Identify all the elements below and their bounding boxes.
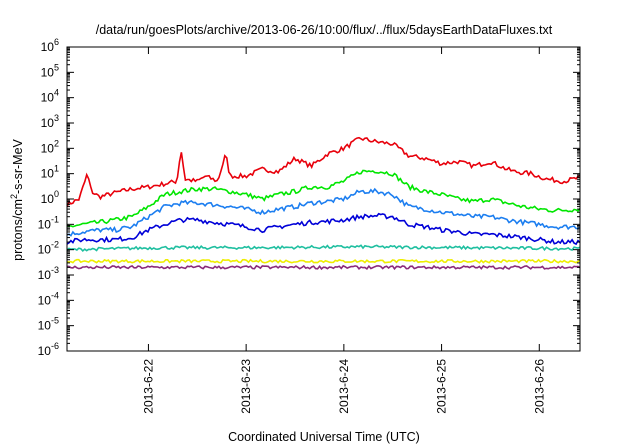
y-tick-label: 103	[41, 113, 59, 130]
chart-title: /data/run/goesPlots/archive/2013-06-26/1…	[96, 23, 553, 37]
y-tick-label-exp: 2	[54, 138, 59, 148]
y-axis-label-sup: 2	[9, 194, 19, 199]
y-tick-label-exp: -4	[51, 290, 59, 300]
y-tick-label-exp: 0	[54, 189, 59, 199]
x-tick-label: 2013-6-23	[239, 359, 253, 414]
plot-frame	[66, 46, 581, 352]
y-tick-label-base: 10	[41, 141, 55, 155]
y-tick-label: 102	[41, 138, 59, 155]
x-tick-label: 2013-6-24	[337, 359, 351, 414]
x-tick-label: 2013-6-25	[435, 359, 449, 414]
y-tick-label-base: 10	[38, 268, 52, 282]
y-axis-label: protons/cm2-s-sr-MeV	[9, 138, 25, 260]
y-axis-label-rest: -s-sr-MeV	[11, 138, 25, 194]
y-tick-label-base: 10	[38, 243, 52, 257]
y-tick-label: 10-5	[38, 316, 59, 333]
x-axis: 2013-6-22 2013-6-23 2013-6-24 2013-6-25 2013…	[141, 47, 546, 414]
series-line	[67, 212, 580, 246]
series-line	[67, 258, 580, 264]
series-layer	[67, 136, 580, 271]
y-tick-label-base: 10	[41, 91, 55, 105]
y-tick-label: 106	[41, 37, 59, 54]
y-tick-label-base: 10	[41, 65, 55, 79]
y-tick-label-exp: 4	[54, 88, 59, 98]
y-axis: 10-610-510-410-310-210-11001011021031041…	[38, 37, 580, 358]
y-tick-label-base: 10	[41, 192, 55, 206]
y-tick-label-exp: -6	[51, 341, 59, 351]
series-line	[67, 136, 580, 208]
y-tick-label-base: 10	[41, 167, 55, 181]
y-tick-label-exp: -3	[51, 265, 59, 275]
y-tick-label: 10-4	[38, 290, 59, 307]
y-tick-label-exp: -2	[51, 240, 59, 250]
y-tick-label-exp: 1	[54, 164, 59, 174]
y-tick-label: 10-2	[38, 240, 59, 257]
y-tick-label-exp: 3	[54, 113, 59, 123]
y-tick-label-base: 10	[41, 40, 55, 54]
series-line	[67, 264, 580, 271]
y-tick-label: 105	[41, 62, 59, 79]
y-tick-label-base: 10	[38, 293, 52, 307]
series-line	[67, 169, 580, 228]
y-tick-label-base: 10	[41, 116, 55, 130]
y-tick-label: 10-3	[38, 265, 59, 282]
series-line	[67, 244, 580, 253]
y-tick-label: 10-1	[38, 214, 59, 231]
y-tick-label-base: 10	[38, 319, 52, 333]
series-line	[67, 187, 580, 237]
y-tick-label-base: 10	[38, 217, 52, 231]
y-tick-label-base: 10	[38, 344, 52, 358]
y-tick-label-exp: -1	[51, 214, 59, 224]
y-tick-label-exp: 6	[54, 37, 59, 47]
y-tick-label: 100	[41, 189, 59, 206]
x-tick-label: 2013-6-26	[532, 359, 546, 414]
y-axis-label-base: protons/cm	[11, 199, 25, 261]
x-tick-label: 2013-6-22	[141, 359, 155, 414]
y-tick-label: 10-6	[38, 341, 59, 358]
y-tick-label: 101	[41, 164, 59, 181]
y-tick-label-exp: 5	[54, 62, 59, 72]
y-tick-label-exp: -5	[51, 316, 59, 326]
x-axis-label: Coordinated Universal Time (UTC)	[228, 430, 420, 444]
y-tick-label: 104	[41, 88, 59, 105]
